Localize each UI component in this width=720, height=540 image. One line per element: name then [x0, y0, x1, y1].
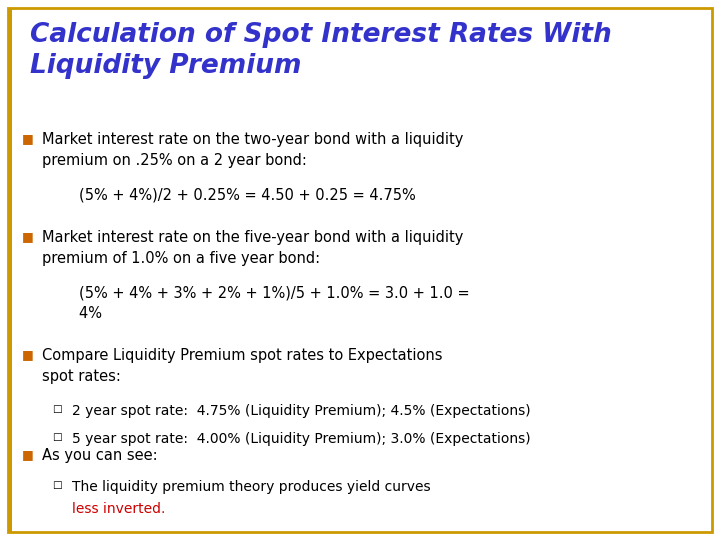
Bar — [8, 8, 12, 532]
Text: 5 year spot rate:  4.00% (Liquidity Premium); 3.0% (Expectations): 5 year spot rate: 4.00% (Liquidity Premi… — [72, 432, 531, 446]
Text: (5% + 4% + 3% + 2% + 1%)/5 + 1.0% = 3.0 + 1.0 =
        4%: (5% + 4% + 3% + 2% + 1%)/5 + 1.0% = 3.0 … — [42, 285, 469, 321]
Text: less inverted.: less inverted. — [72, 502, 166, 516]
Text: ■: ■ — [22, 230, 34, 243]
Text: (5% + 4%)/2 + 0.25% = 4.50 + 0.25 = 4.75%: (5% + 4%)/2 + 0.25% = 4.50 + 0.25 = 4.75… — [42, 187, 415, 202]
Text: ■: ■ — [22, 348, 34, 361]
Text: ■: ■ — [22, 448, 34, 461]
Text: □: □ — [52, 480, 62, 490]
Text: ■: ■ — [22, 132, 34, 145]
Text: The liquidity premium theory produces yield curves: The liquidity premium theory produces yi… — [72, 480, 431, 494]
Text: As you can see:: As you can see: — [42, 448, 158, 463]
Text: 2 year spot rate:  4.75% (Liquidity Premium); 4.5% (Expectations): 2 year spot rate: 4.75% (Liquidity Premi… — [72, 404, 531, 418]
Text: Compare Liquidity Premium spot rates to Expectations
spot rates:: Compare Liquidity Premium spot rates to … — [42, 348, 443, 384]
Text: □: □ — [52, 432, 62, 442]
Text: □: □ — [52, 404, 62, 414]
Text: Market interest rate on the five-year bond with a liquidity
premium of 1.0% on a: Market interest rate on the five-year bo… — [42, 230, 464, 266]
Text: Market interest rate on the two-year bond with a liquidity
premium on .25% on a : Market interest rate on the two-year bon… — [42, 132, 464, 168]
Text: Calculation of Spot Interest Rates With
Liquidity Premium: Calculation of Spot Interest Rates With … — [30, 22, 612, 79]
